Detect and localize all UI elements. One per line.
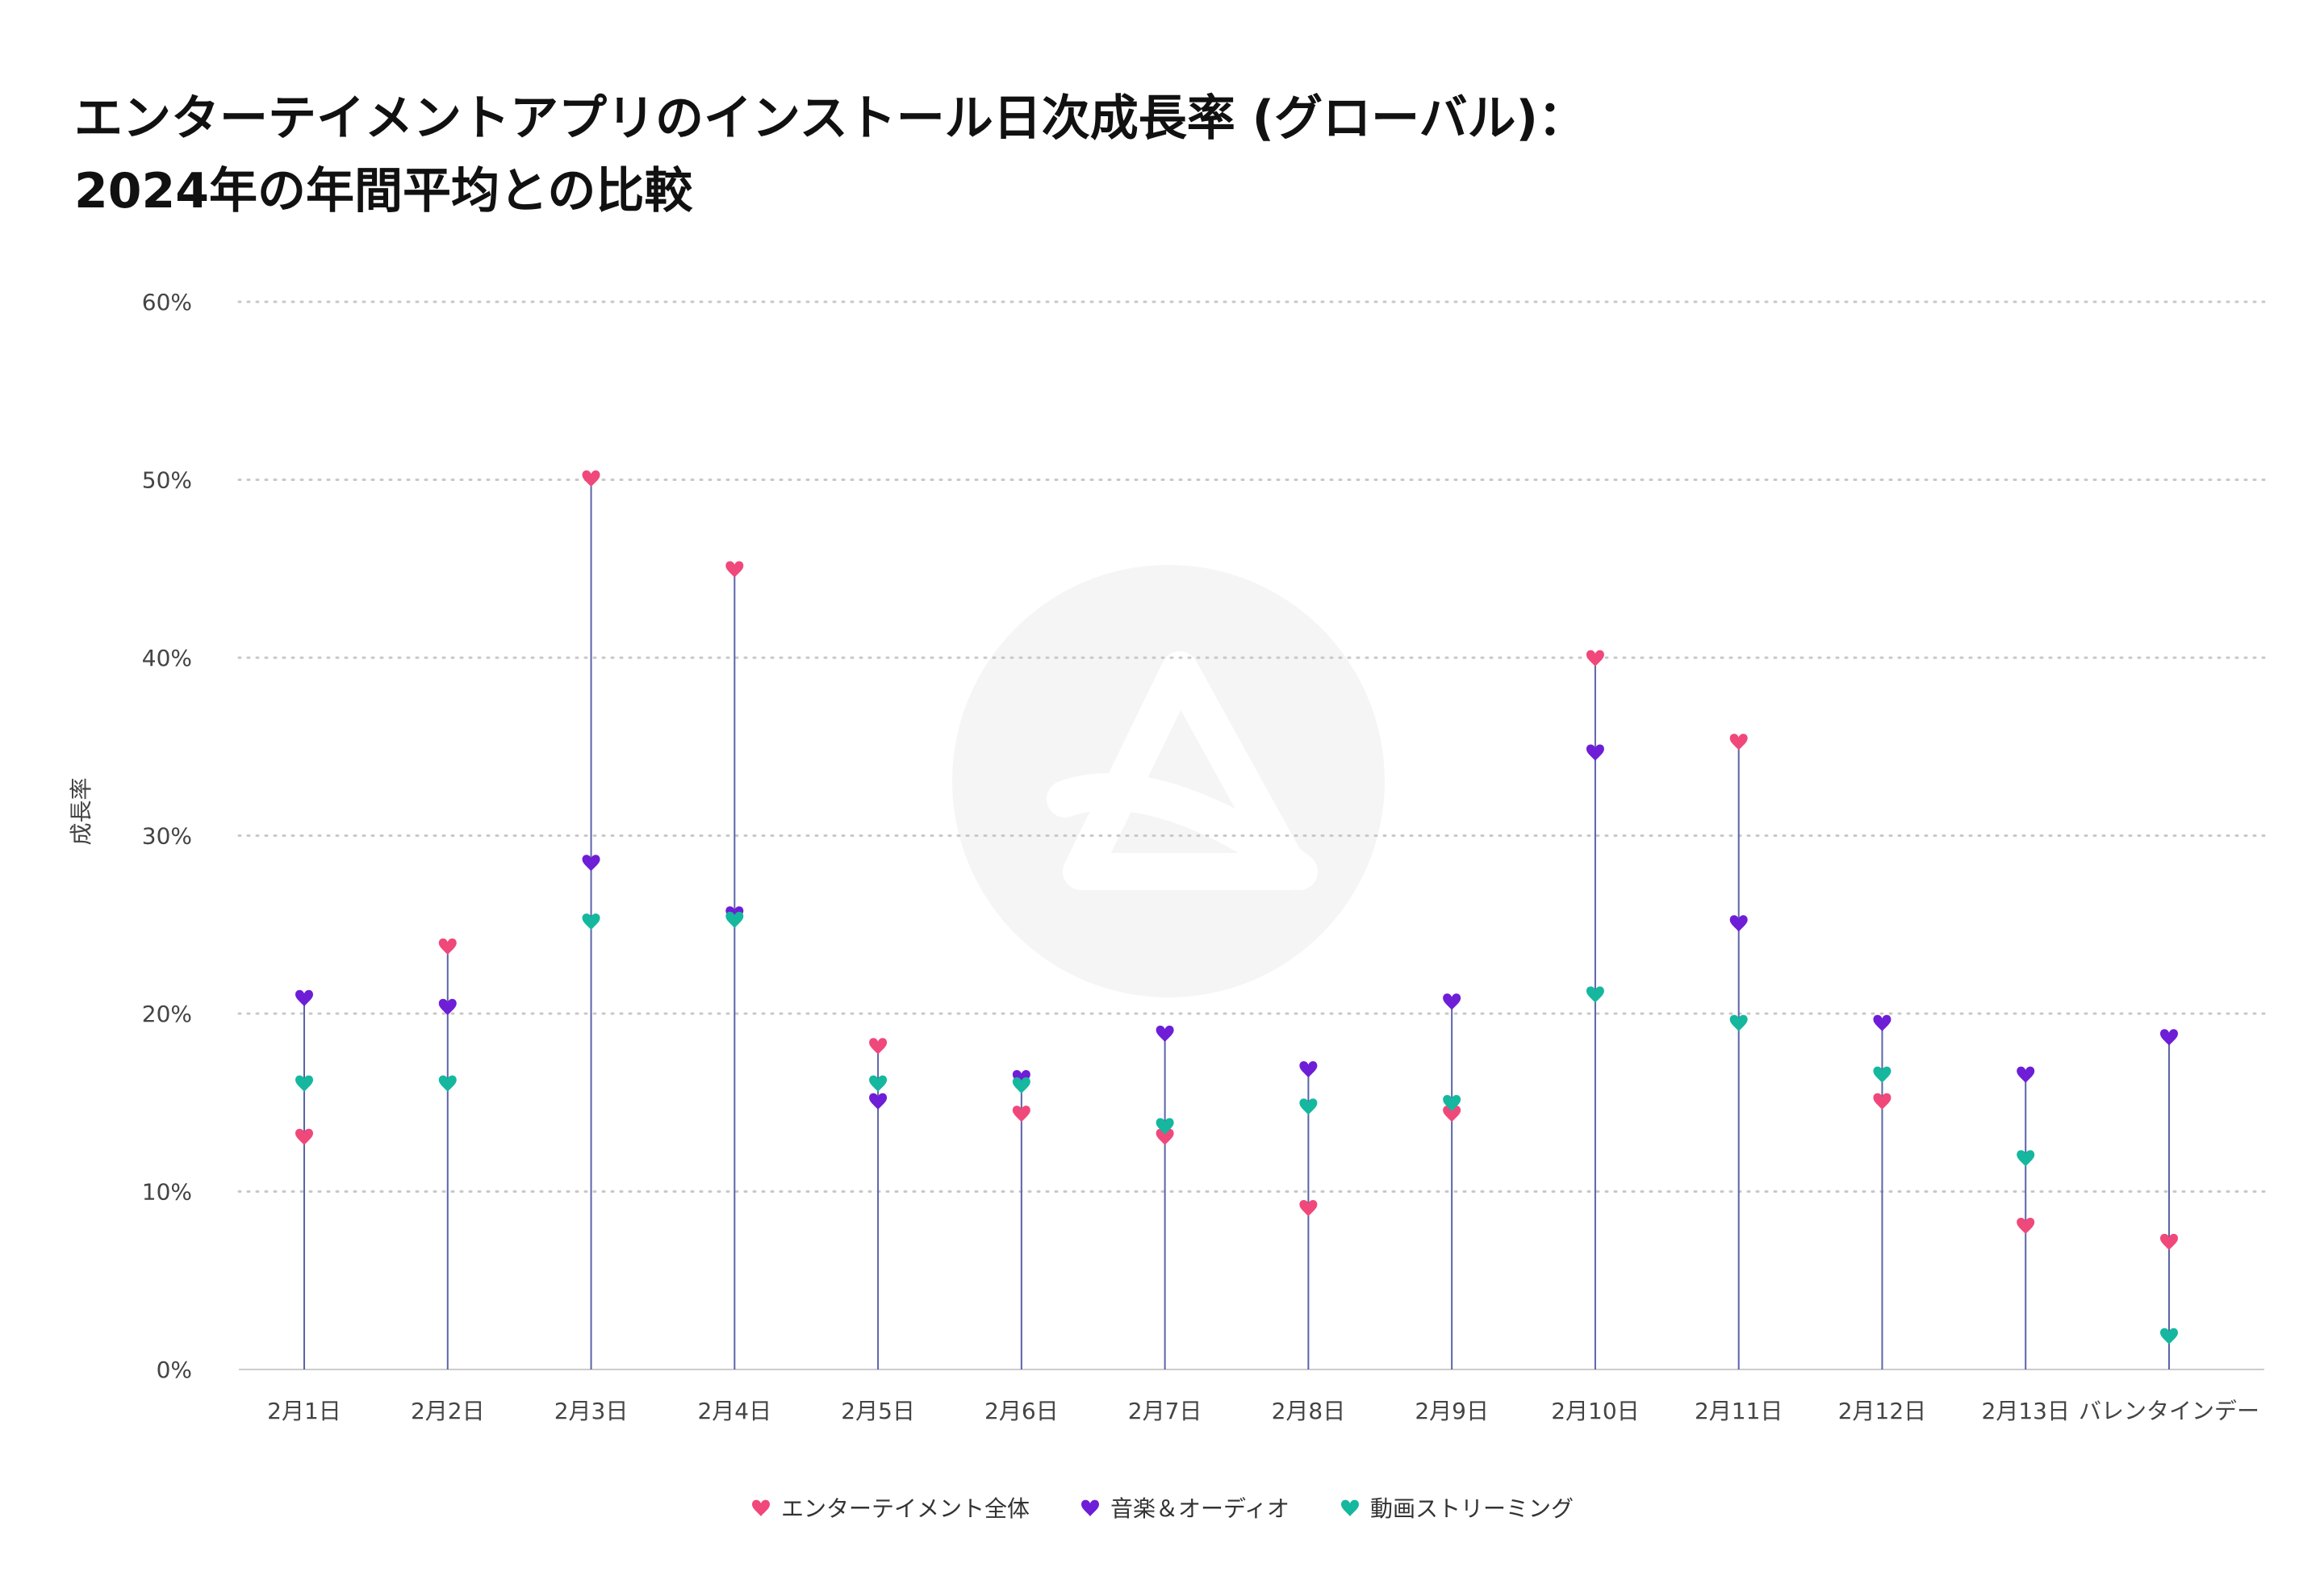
marker-music-8 — [1299, 1060, 1318, 1078]
marker-video-6 — [1012, 1077, 1030, 1094]
marker-music-2 — [438, 998, 457, 1016]
x-tick-label: 2月9日 — [1415, 1398, 1489, 1424]
marker-music-10 — [1586, 744, 1604, 761]
marker-video-12 — [1873, 1066, 1891, 1083]
marker-video-4 — [725, 911, 744, 929]
marker-music-9 — [1443, 993, 1461, 1010]
marker-entertainment-13 — [2017, 1218, 2035, 1235]
x-tick-label: 2月8日 — [1272, 1398, 1346, 1424]
y-tick-label: 40% — [142, 645, 192, 671]
marker-video-9 — [1443, 1094, 1461, 1112]
marker-music-3 — [582, 855, 600, 872]
marker-music-7 — [1156, 1025, 1174, 1043]
x-tick-label: 2月4日 — [697, 1398, 771, 1424]
legend-label: 音楽＆オーディオ — [1110, 1495, 1290, 1522]
marker-music-14 — [2160, 1029, 2178, 1046]
legend-label: エンターテイメント全体 — [780, 1495, 1030, 1522]
chart-title: エンターテイメントアプリのインストール日次成長率 (グローバル)： 2024年の… — [74, 82, 2172, 228]
marker-entertainment-9 — [1443, 1106, 1461, 1123]
marker-video-5 — [869, 1075, 888, 1092]
marker-video-8 — [1299, 1098, 1318, 1115]
marker-video-3 — [582, 913, 600, 930]
y-tick-label: 20% — [142, 1001, 192, 1027]
legend: エンターテイメント全体 音楽＆オーディオ 動画ストリーミング — [0, 1491, 2324, 1524]
marker-entertainment-6 — [1012, 1106, 1030, 1123]
marker-music-1 — [295, 989, 313, 1007]
marker-entertainment-14 — [2160, 1233, 2178, 1251]
legend-heart-icon — [751, 1499, 770, 1516]
x-tick-label: 2月6日 — [984, 1398, 1059, 1424]
marker-video-14 — [2160, 1328, 2178, 1345]
marker-entertainment-8 — [1299, 1199, 1318, 1217]
legend-item-music: 音楽＆オーディオ — [1080, 1491, 1289, 1524]
x-tick-label: 2月1日 — [267, 1398, 341, 1424]
marker-entertainment-11 — [1729, 734, 1748, 751]
marker-video-1 — [295, 1075, 313, 1092]
chart-title-line-2: 2024年の年間平均との比較 — [74, 163, 693, 220]
marker-video-2 — [438, 1075, 457, 1092]
marker-music-13 — [2017, 1066, 2035, 1083]
watermark-logo — [952, 565, 1385, 997]
gridlines — [237, 300, 2266, 1193]
marker-entertainment-10 — [1586, 650, 1604, 667]
y-tick-label: 0% — [157, 1357, 192, 1383]
marker-entertainment-7 — [1156, 1128, 1174, 1146]
watermark-circle — [952, 565, 1385, 997]
marker-video-7 — [1156, 1118, 1174, 1135]
marker-music-6 — [1012, 1069, 1030, 1087]
y-axis-title: 成長率 — [68, 777, 94, 845]
marker-video-10 — [1586, 986, 1604, 1003]
x-tick-label: 2月7日 — [1128, 1398, 1202, 1424]
marker-music-12 — [1873, 1014, 1891, 1032]
x-tick-label: 2月5日 — [841, 1398, 915, 1424]
legend-heart-icon — [1080, 1499, 1099, 1516]
x-tick-label: バレンタインデー — [2079, 1398, 2259, 1424]
y-tick-label: 30% — [142, 823, 192, 850]
x-tick-label: 2月2日 — [411, 1398, 485, 1424]
x-tick-label: 2月13日 — [1982, 1398, 2070, 1424]
marker-entertainment-12 — [1873, 1093, 1891, 1110]
data-markers — [295, 470, 2178, 1345]
marker-video-11 — [1729, 1014, 1748, 1032]
y-tick-label: 10% — [142, 1179, 192, 1206]
x-tick-label: 2月10日 — [1551, 1398, 1639, 1424]
marker-music-5 — [869, 1093, 888, 1110]
legend-heart-icon — [1341, 1499, 1360, 1516]
watermark-glyph — [1047, 651, 1318, 890]
y-tick-label: 60% — [142, 289, 192, 316]
marker-music-11 — [1729, 915, 1748, 932]
marker-entertainment-1 — [295, 1128, 313, 1146]
y-tick-label: 50% — [142, 467, 192, 494]
x-axis-labels: 2月1日 2月2日 2月3日 2月4日 2月5日 2月6日 2月7日 2月8日 2月9日 2月10… — [267, 1398, 2259, 1424]
x-tick-label: 2月12日 — [1838, 1398, 1926, 1424]
legend-label: 動画ストリーミング — [1370, 1495, 1574, 1522]
y-axis-ticks: 0% 10% 20% 30% 40% 50% 60% — [142, 289, 192, 1383]
x-tick-label: 2月3日 — [554, 1398, 629, 1424]
legend-item-entertainment: エンターテイメント全体 — [750, 1491, 1030, 1524]
chart-title-line-1: エンターテイメントアプリのインストール日次成長率 (グローバル)： — [74, 90, 1586, 147]
marker-music-4 — [725, 906, 744, 923]
marker-video-13 — [2017, 1150, 2035, 1167]
marker-entertainment-5 — [869, 1038, 888, 1055]
marker-entertainment-3 — [582, 470, 600, 487]
x-tick-label: 2月11日 — [1695, 1398, 1783, 1424]
legend-item-video: 動画ストリーミング — [1340, 1491, 1574, 1524]
marker-entertainment-2 — [438, 938, 457, 955]
marker-entertainment-4 — [725, 561, 744, 578]
